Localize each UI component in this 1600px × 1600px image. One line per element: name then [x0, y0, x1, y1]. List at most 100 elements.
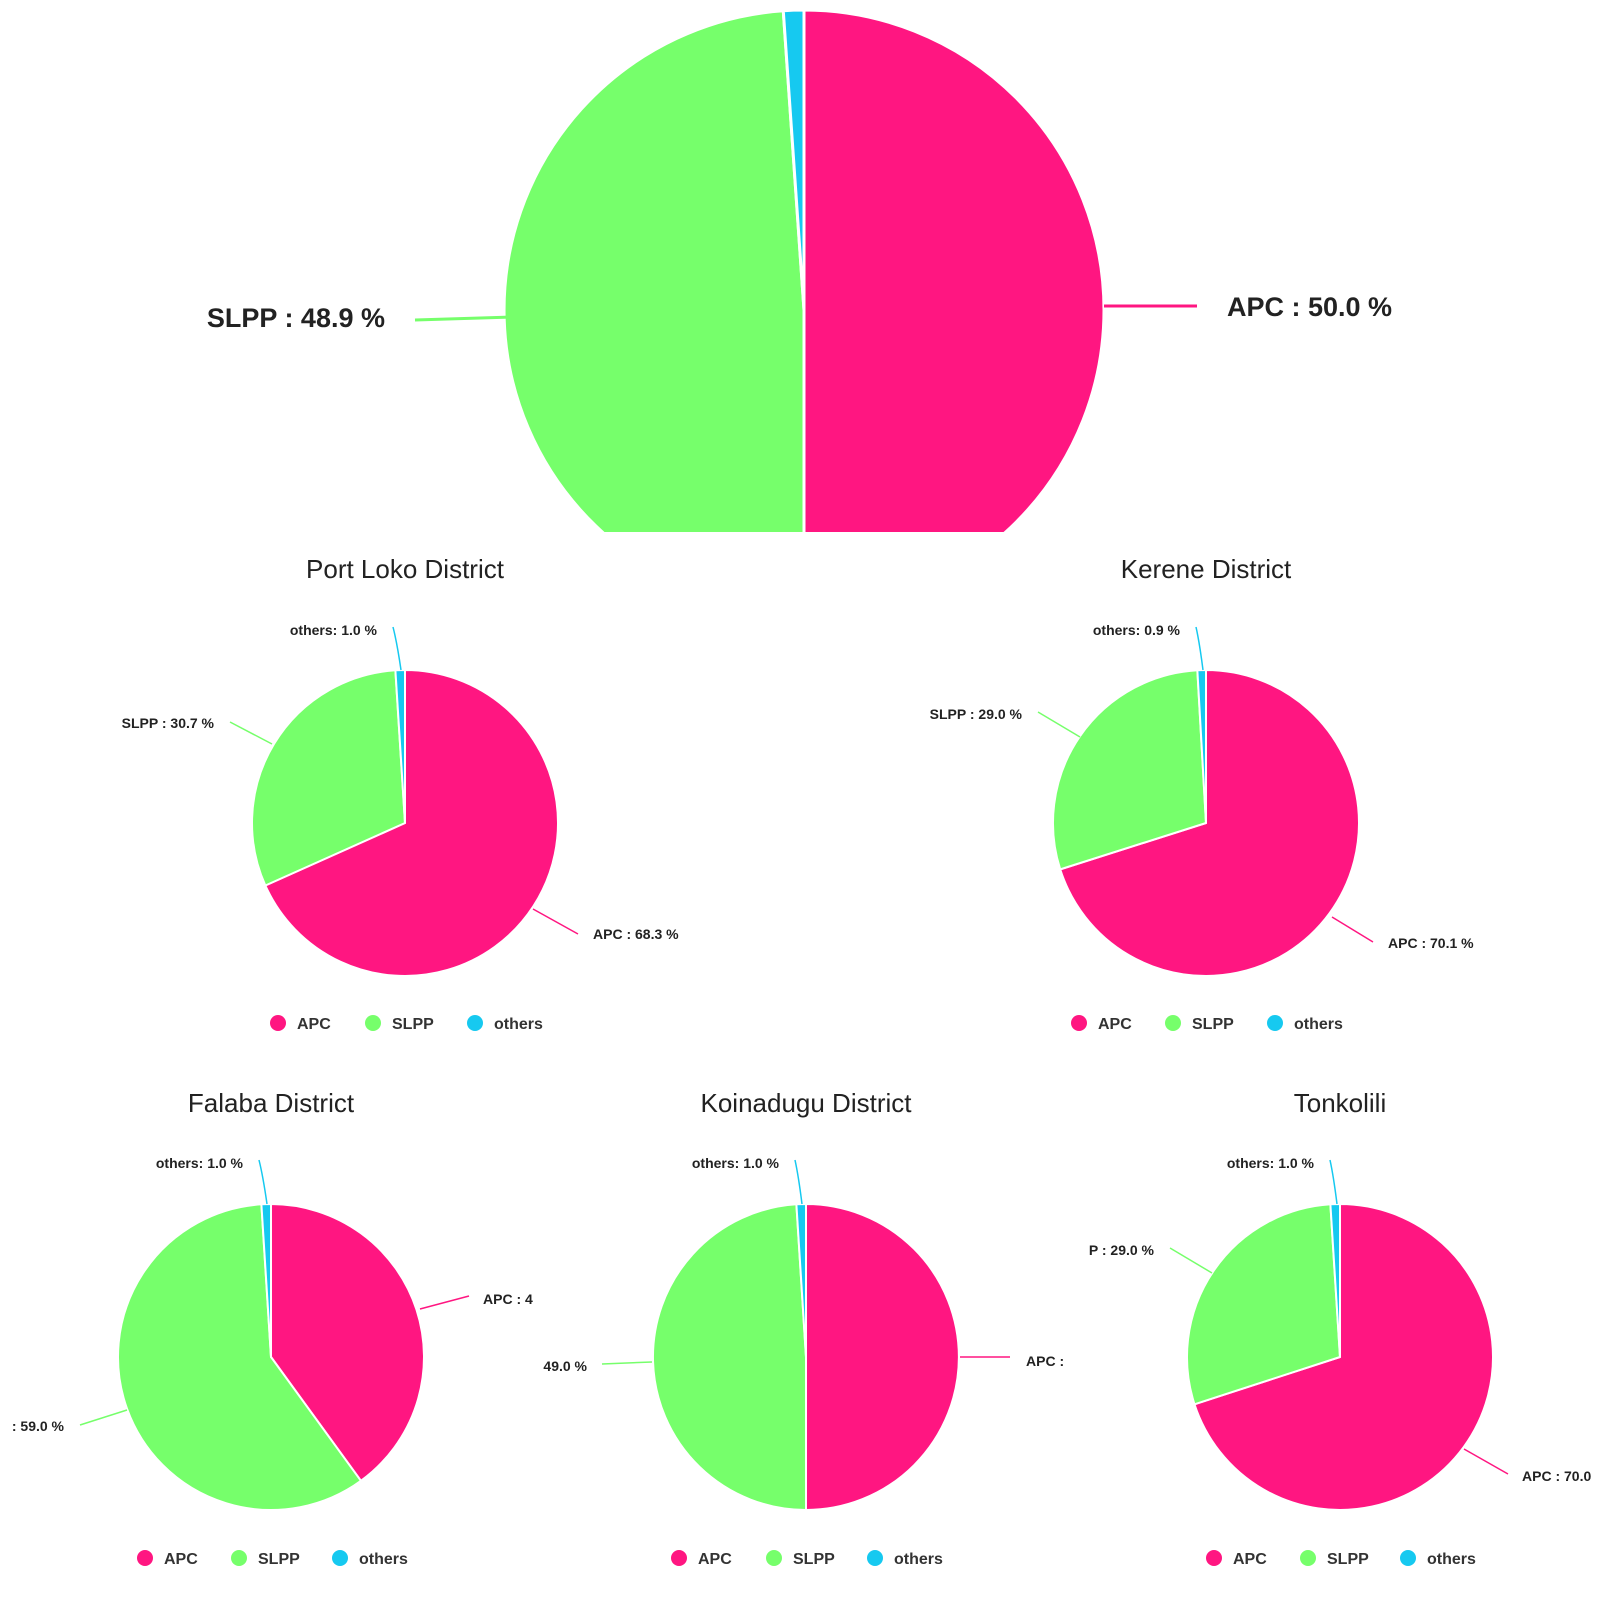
- legend-label: others: [1294, 1016, 1343, 1033]
- chart-title: Falaba District: [188, 1088, 355, 1118]
- legend-marker: [1165, 1015, 1181, 1031]
- legend-label: APC: [164, 1551, 198, 1568]
- legend-item-apc[interactable]: APC: [137, 1550, 198, 1568]
- chart-title: Koinadugu District: [701, 1088, 913, 1118]
- legend-marker: [137, 1550, 153, 1566]
- leader-line-slpp: [414, 315, 515, 322]
- pie-slice-others[interactable]: [795, 1202, 807, 1358]
- legend-label: APC: [1098, 1016, 1132, 1033]
- leader-line-slpp: [79, 1409, 128, 1426]
- legend-label: SLPP: [1327, 1551, 1369, 1568]
- pie-slice-others[interactable]: [394, 668, 406, 824]
- leader-line-slpp: [1169, 1247, 1213, 1274]
- pie-slice-apc[interactable]: [805, 1203, 960, 1511]
- legend-label: others: [1427, 1551, 1476, 1568]
- slice-label-slpp: SLPP : 29.0 %: [930, 706, 1023, 722]
- legend-marker: [1300, 1550, 1316, 1566]
- legend-label: others: [894, 1551, 943, 1568]
- leader-line-apc: [1463, 1448, 1509, 1475]
- leader-line-others: [1195, 626, 1204, 671]
- slice-label-apc: APC : 4: [483, 1291, 533, 1307]
- slice-label-others: others: 1.0 %: [156, 1155, 244, 1171]
- slice-label-others: others: 0.9 %: [1093, 622, 1181, 638]
- slice-label-apc: APC :: [1026, 1353, 1064, 1369]
- pie-slice-others[interactable]: [1196, 668, 1207, 824]
- pie-slice-slpp[interactable]: [652, 1203, 807, 1511]
- legend-marker: [270, 1015, 286, 1031]
- legend-marker: [671, 1550, 687, 1566]
- legend-item-others[interactable]: others: [332, 1550, 408, 1568]
- legend-marker: [1267, 1015, 1283, 1031]
- pie-slice-slpp[interactable]: [117, 1203, 362, 1511]
- pie-slice-apc[interactable]: [1193, 1203, 1494, 1511]
- slice-label-slpp: : 59.0 %: [12, 1418, 65, 1434]
- legend-item-others[interactable]: others: [1400, 1550, 1476, 1568]
- leader-line-slpp: [601, 1361, 653, 1365]
- chart-title: Port Loko District: [306, 554, 505, 584]
- chart-title: Kerene District: [1121, 554, 1292, 584]
- pie-chart-overall: [502, 8, 1106, 610]
- legend-marker: [365, 1015, 381, 1031]
- pie-slice-slpp[interactable]: [251, 669, 406, 887]
- legend-item-slpp[interactable]: SLPP: [231, 1550, 300, 1568]
- legend-item-slpp[interactable]: SLPP: [365, 1015, 434, 1033]
- legend-item-others[interactable]: others: [867, 1550, 943, 1568]
- pie-chart-port-loko-district: [251, 668, 559, 977]
- slice-label-apc: APC : 70.0: [1522, 1468, 1591, 1484]
- pie-slice-apc[interactable]: [802, 8, 1106, 610]
- leader-line-others: [1329, 1159, 1338, 1205]
- chart-title: Tonkolili: [1294, 1088, 1387, 1118]
- legend-marker: [867, 1550, 883, 1566]
- legend-marker: [1206, 1550, 1222, 1566]
- legend-item-slpp[interactable]: SLPP: [1165, 1015, 1234, 1033]
- legend-marker: [1400, 1550, 1416, 1566]
- slice-label-others: others: 1.0 %: [1227, 1155, 1315, 1171]
- leader-line-slpp: [229, 721, 273, 745]
- legend-item-others[interactable]: others: [1267, 1015, 1343, 1033]
- legend-label: SLPP: [392, 1016, 434, 1033]
- slice-label-apc: APC : 50.0 %: [1227, 292, 1392, 322]
- legend-label: SLPP: [1192, 1016, 1234, 1033]
- leader-line-slpp: [1037, 711, 1081, 738]
- pie-slice-others[interactable]: [1329, 1202, 1341, 1358]
- slice-label-apc: APC : 70.1 %: [1388, 935, 1474, 951]
- leader-line-apc: [419, 1295, 470, 1310]
- leader-line-others: [794, 1159, 803, 1205]
- pie-chart-tonkolili: [1186, 1202, 1494, 1511]
- slice-label-slpp: 49.0 %: [543, 1358, 587, 1374]
- pie-slice-others[interactable]: [260, 1202, 272, 1358]
- pie-slice-apc[interactable]: [1059, 669, 1360, 977]
- legend-item-slpp[interactable]: SLPP: [1300, 1550, 1369, 1568]
- legend-item-apc[interactable]: APC: [671, 1550, 732, 1568]
- pie-slice-apc[interactable]: [270, 1203, 425, 1482]
- pie-slice-apc[interactable]: [264, 669, 559, 977]
- pie-chart-koinadugu-district: [652, 1202, 960, 1511]
- legend-marker: [766, 1550, 782, 1566]
- legend-label: APC: [297, 1016, 331, 1033]
- slice-label-slpp: SLPP : 48.9 %: [207, 303, 385, 333]
- pie-slice-slpp[interactable]: [1186, 1203, 1341, 1406]
- slice-label-apc: APC : 68.3 %: [593, 926, 679, 942]
- legend-item-others[interactable]: others: [467, 1015, 543, 1033]
- legend-label: APC: [1233, 1551, 1267, 1568]
- leader-line-others: [392, 626, 402, 671]
- slice-label-slpp: SLPP : 30.7 %: [122, 715, 215, 731]
- legend-marker: [467, 1015, 483, 1031]
- leader-line-apc: [1331, 916, 1374, 943]
- leader-line-others: [258, 1159, 268, 1205]
- legend-item-apc[interactable]: APC: [1071, 1015, 1132, 1033]
- pie-chart-falaba-district: [117, 1202, 425, 1511]
- legend-label: APC: [698, 1551, 732, 1568]
- legend-item-apc[interactable]: APC: [270, 1015, 331, 1033]
- legend-label: others: [494, 1016, 543, 1033]
- legend-marker: [332, 1550, 348, 1566]
- pie-slice-slpp[interactable]: [502, 9, 806, 610]
- legend-item-apc[interactable]: APC: [1206, 1550, 1267, 1568]
- slice-label-others: others: 1.0 %: [290, 622, 378, 638]
- pie-slice-others[interactable]: [781, 8, 806, 312]
- legend-item-slpp[interactable]: SLPP: [766, 1550, 835, 1568]
- legend-marker: [1071, 1015, 1087, 1031]
- leader-line-apc: [532, 908, 579, 935]
- legend-label: SLPP: [258, 1551, 300, 1568]
